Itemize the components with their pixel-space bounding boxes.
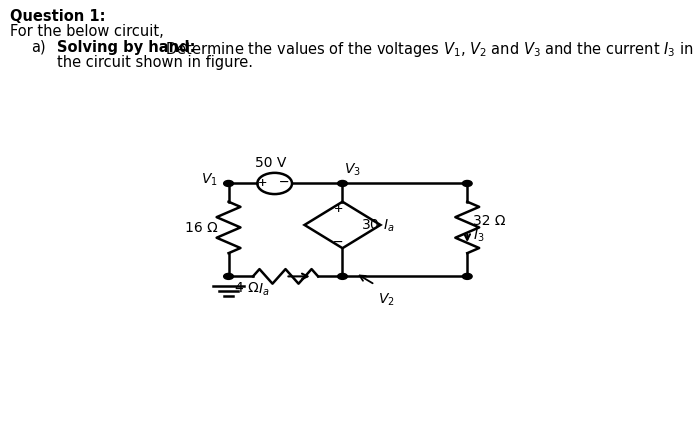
Text: −: −: [333, 236, 344, 249]
Text: For the below circuit,: For the below circuit,: [10, 24, 164, 39]
Text: $V_2$: $V_2$: [378, 291, 394, 307]
Text: +: +: [333, 203, 343, 213]
Text: 4 Ω: 4 Ω: [235, 281, 259, 295]
Text: $V_1$: $V_1$: [201, 171, 218, 187]
Circle shape: [224, 274, 233, 280]
Text: +: +: [258, 178, 267, 187]
Text: −: −: [279, 176, 289, 189]
Text: 50 V: 50 V: [256, 155, 286, 169]
Text: −: −: [333, 236, 344, 249]
Circle shape: [463, 181, 472, 187]
Text: $I_a$: $I_a$: [258, 281, 270, 297]
Circle shape: [463, 274, 472, 280]
Text: $I_3$: $I_3$: [473, 227, 484, 243]
Text: +: +: [333, 203, 343, 213]
Text: 16 Ω: 16 Ω: [185, 221, 218, 235]
Text: $V_3$: $V_3$: [344, 162, 361, 178]
Text: Determine the values of the voltages $V_1$, $V_2$ and $V_3$ and the current $I_3: Determine the values of the voltages $V_…: [161, 40, 694, 58]
Text: −: −: [279, 176, 289, 189]
Text: Question 1:: Question 1:: [10, 9, 105, 25]
Text: +: +: [258, 178, 267, 187]
Text: 30 $I_a$: 30 $I_a$: [361, 217, 395, 233]
Circle shape: [337, 181, 347, 187]
Text: a): a): [32, 40, 46, 55]
Circle shape: [337, 274, 347, 280]
Text: Solving by hand:: Solving by hand:: [57, 40, 196, 55]
Text: the circuit shown in figure.: the circuit shown in figure.: [57, 55, 253, 70]
Text: 32 Ω: 32 Ω: [473, 213, 505, 227]
Circle shape: [224, 181, 233, 187]
